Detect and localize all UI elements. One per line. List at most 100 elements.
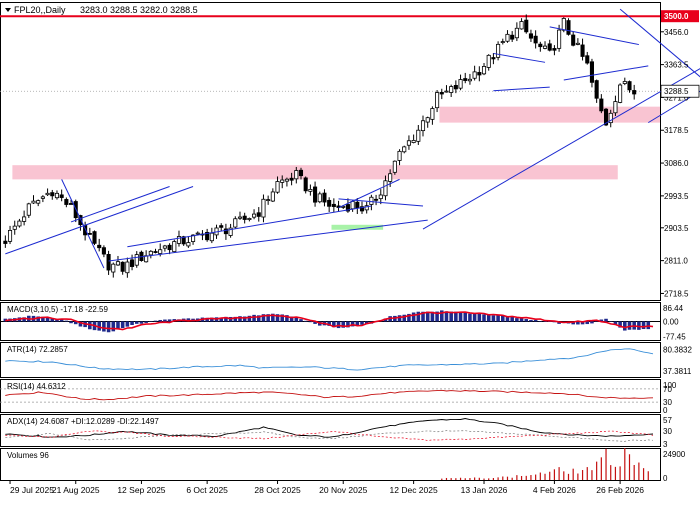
candle [528, 33, 533, 39]
candle [547, 43, 552, 51]
volume-bar [445, 477, 448, 480]
volume-bar [535, 474, 537, 480]
rsi-label: RSI(14) 44.6312 [7, 382, 66, 391]
collapse-triangle-icon[interactable] [5, 8, 11, 12]
macd-histogram-bar [22, 317, 26, 322]
trendline [338, 178, 400, 209]
candle [575, 42, 580, 45]
volume-bar [647, 471, 649, 480]
price-tick-label: 2993.5 [664, 192, 689, 201]
macd-histogram-bar [496, 314, 500, 322]
candle [233, 218, 238, 228]
macd-histogram-bar [533, 319, 538, 322]
macd-histogram-bar [275, 314, 280, 322]
adx-pane: ADX(14) 24.6087 +DI:12.0289 -DI:22.1497 5… [5, 416, 672, 449]
volume-bar [549, 471, 551, 480]
macd-histogram-bar [576, 321, 580, 325]
candle [538, 43, 543, 48]
candle [481, 66, 487, 75]
atr-tick-label: 80.3832 [663, 345, 692, 354]
macd-histogram-bar [637, 321, 641, 330]
macd-histogram-bar [515, 318, 519, 322]
macd-histogram-bar [360, 321, 364, 325]
candle [514, 27, 519, 39]
candle [101, 247, 106, 255]
adx-tick-label: 30 [663, 427, 672, 436]
trendline [127, 205, 372, 248]
macd-histogram-bar [599, 319, 604, 322]
macd-tick-label: 0.00 [663, 317, 679, 326]
candle [406, 140, 411, 146]
volume-bar [511, 477, 513, 480]
macd-histogram-bar [130, 321, 134, 326]
macd-histogram-bar [280, 314, 285, 322]
volume-bar [506, 476, 509, 480]
rsi-tick-label: 30 [663, 398, 672, 407]
date-tick-label: 12 Dec 2025 [390, 485, 438, 495]
macd-histogram-bar [590, 321, 594, 324]
macd-histogram-bar [327, 321, 331, 326]
volume-bar [572, 468, 574, 480]
adx-plus-di-line [5, 430, 654, 442]
macd-histogram-bar [167, 319, 172, 322]
trendline [108, 219, 428, 262]
macd-histogram-bar [430, 311, 435, 322]
adx-tick-label: 57 [663, 416, 672, 425]
candle [585, 55, 590, 64]
macd-histogram-bar [242, 316, 247, 322]
candle [388, 173, 393, 182]
candle [284, 178, 289, 182]
macd-histogram-bar [313, 321, 317, 324]
macd-histogram-bar [36, 316, 40, 322]
macd-histogram-bar [158, 319, 162, 322]
candle [120, 261, 125, 272]
volume-bar [581, 470, 584, 480]
volume-bar [492, 478, 495, 480]
trendline [493, 86, 550, 92]
macd-histogram-bar [64, 320, 69, 322]
candle [341, 206, 346, 208]
candle [45, 192, 50, 196]
chart-ohlc-label: 3283.0 3288.5 3282.0 3288.5 [80, 5, 198, 15]
candle [186, 242, 191, 247]
candle [313, 186, 318, 203]
candle [519, 21, 524, 30]
macd-histogram-bar [472, 313, 477, 322]
volume-bar [539, 472, 541, 480]
atr-label: ATR(14) 72.2857 [7, 345, 68, 354]
macd-histogram-bar [501, 315, 505, 322]
candle [3, 240, 8, 244]
candle [69, 203, 74, 205]
resistance-price-label: 3500.0 [664, 12, 689, 21]
macd-histogram-bar [238, 316, 242, 322]
candle [416, 129, 421, 142]
rsi-line [5, 389, 654, 401]
candle [472, 71, 477, 79]
macd-histogram-bar [613, 321, 618, 325]
candle [589, 61, 594, 83]
volume-tick-label: 0 [663, 474, 668, 483]
candle [496, 43, 501, 58]
candle [219, 225, 224, 228]
volume-bar [469, 478, 471, 480]
macd-histogram-bar [355, 321, 360, 326]
macd-histogram-bar [529, 319, 533, 322]
macd-histogram-bar [210, 317, 214, 322]
volume-bar [586, 467, 588, 480]
trendline [648, 90, 700, 124]
price-tick-label: 2811.0 [664, 257, 688, 266]
macd-histogram-bar [294, 317, 299, 322]
candle [627, 81, 632, 91]
macd-histogram-bar [303, 320, 308, 322]
candle [444, 90, 449, 93]
volume-bar [441, 478, 443, 480]
pane-frame-atr [0, 342, 661, 378]
candle [261, 198, 266, 218]
price-tick-label: 3363.5 [664, 61, 689, 70]
macd-histogram-bar [299, 319, 303, 322]
macd-histogram-bar [247, 315, 252, 322]
candle [599, 98, 604, 112]
macd-tick-label: -77.45 [663, 333, 686, 342]
